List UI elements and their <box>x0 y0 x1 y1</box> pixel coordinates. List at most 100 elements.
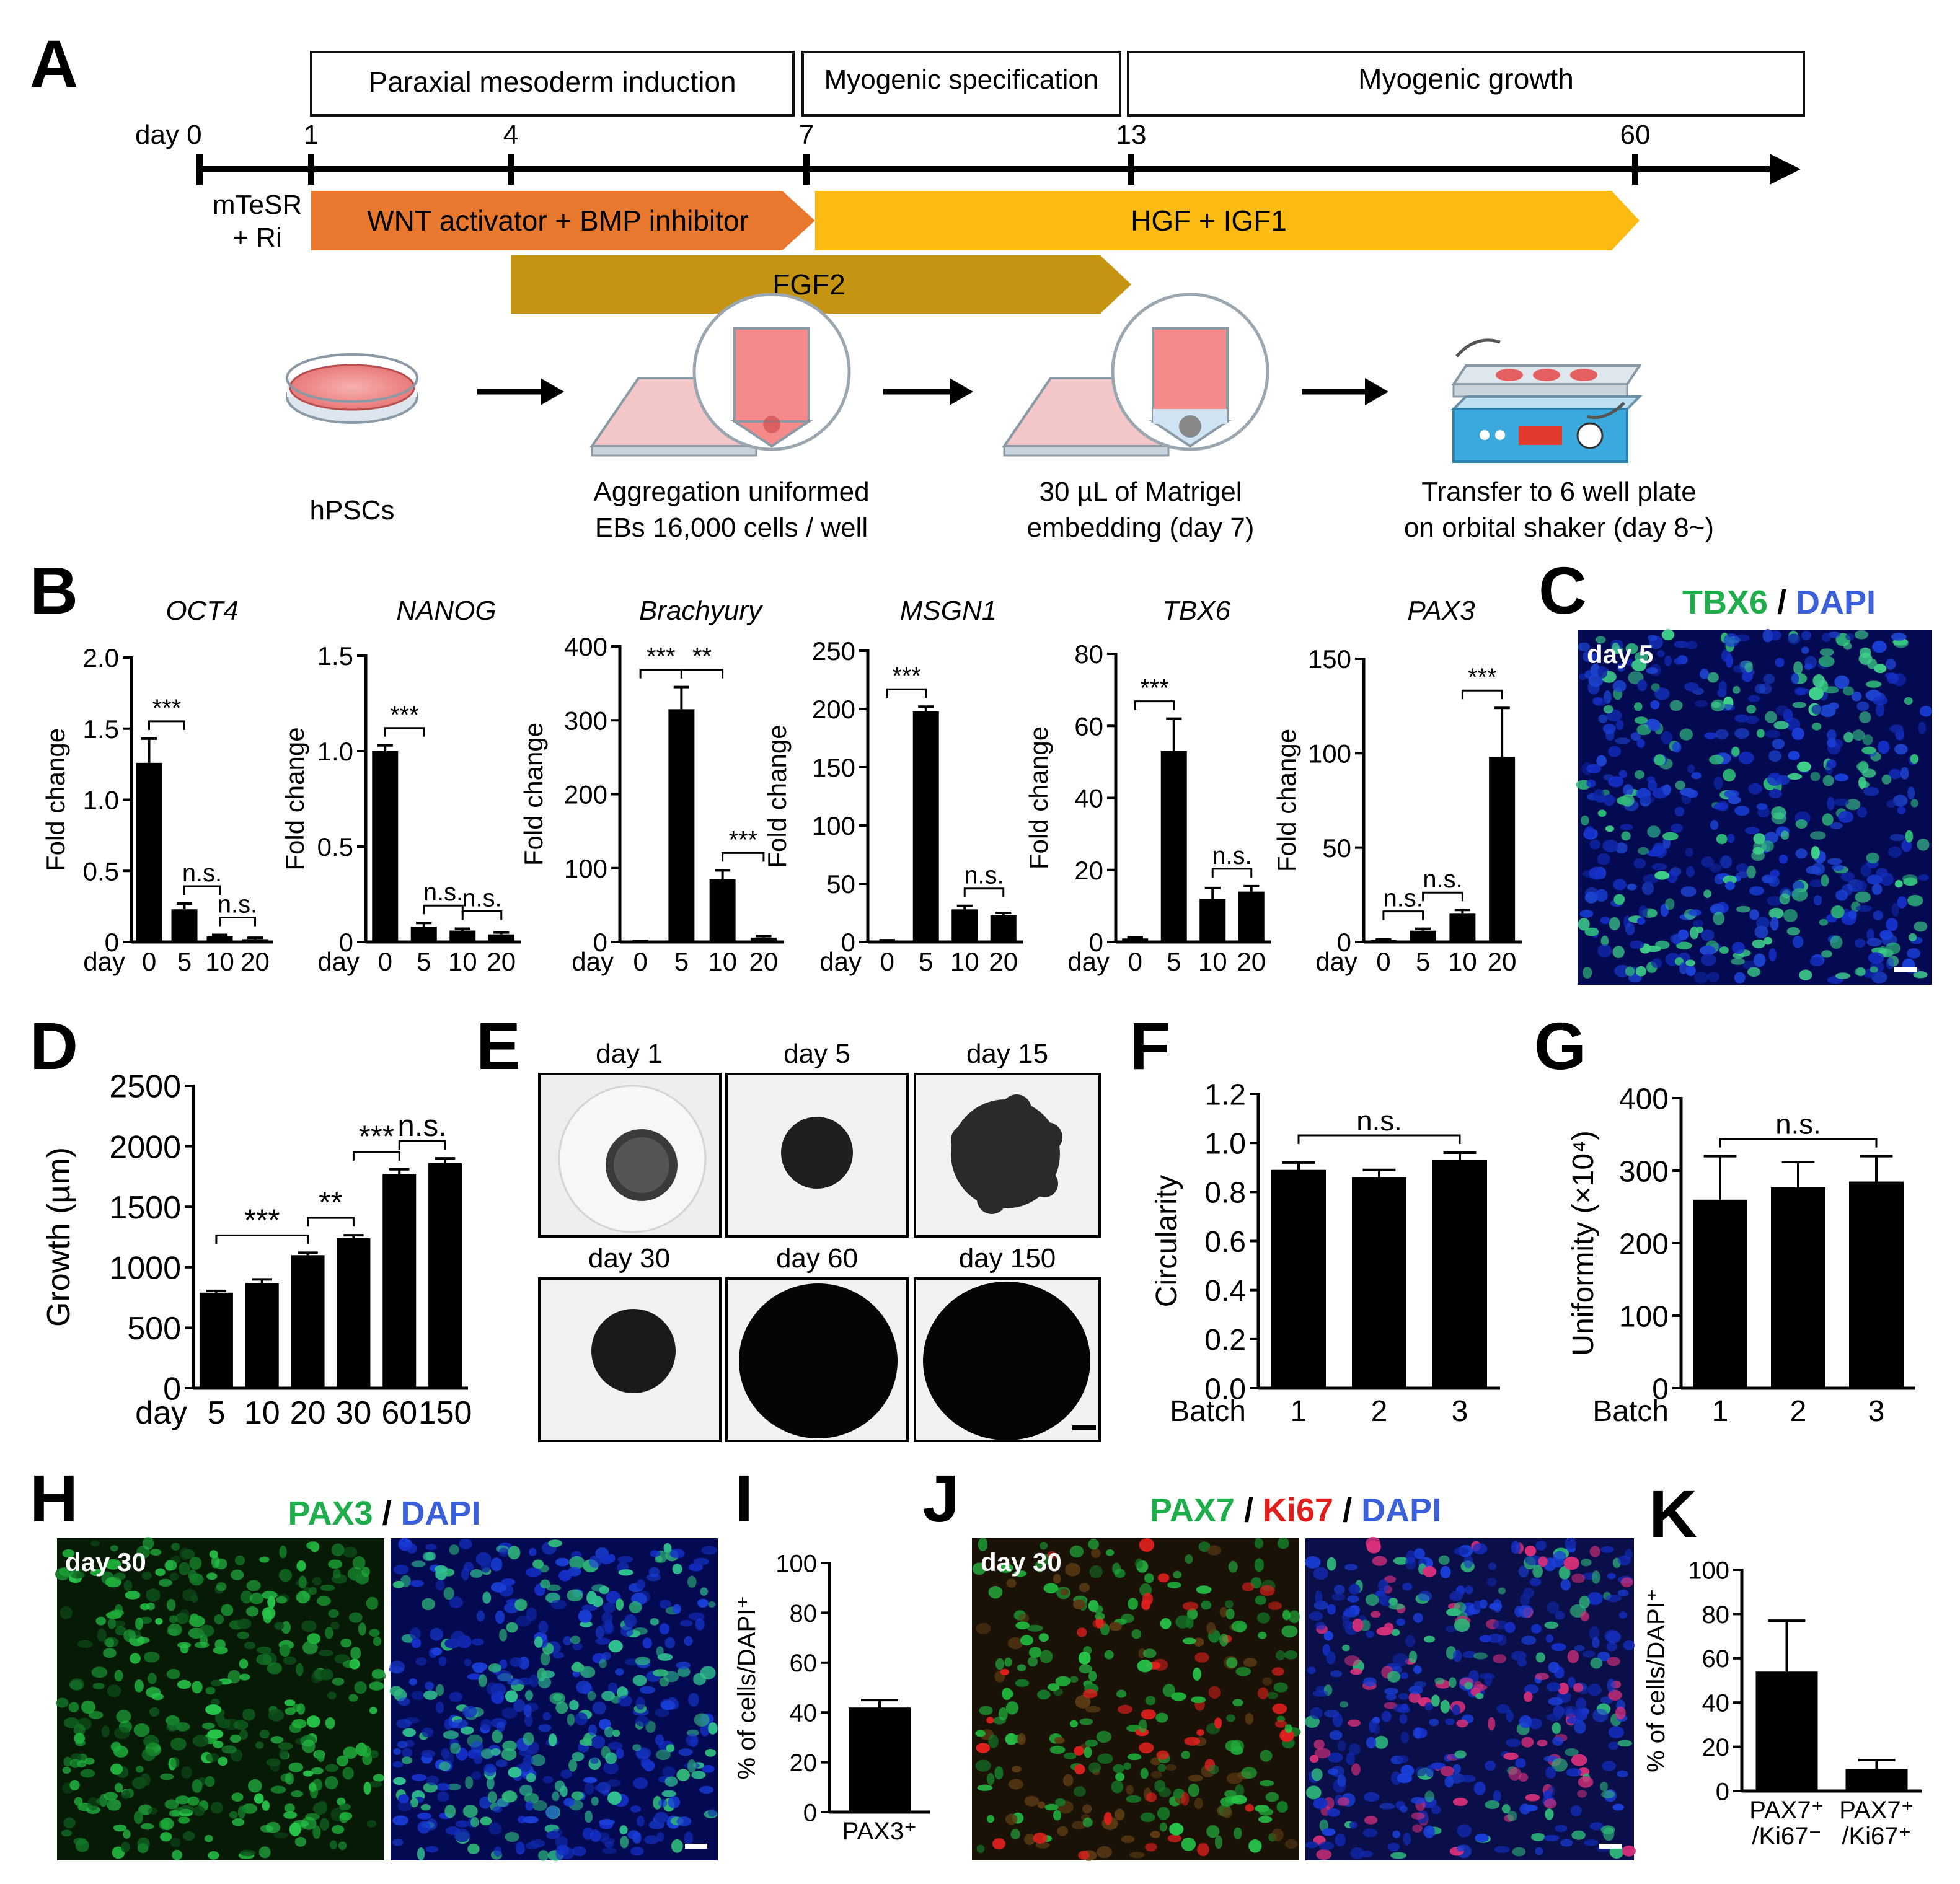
cell-nucleus <box>1567 1717 1579 1724</box>
cell-nucleus <box>1605 1595 1622 1603</box>
cell-nucleus <box>571 1791 584 1800</box>
cell-nucleus <box>301 1620 317 1632</box>
cell-nucleus <box>1707 971 1720 982</box>
cell-nucleus <box>179 1547 190 1560</box>
cell-nucleus <box>1593 788 1605 803</box>
x-axis-label: day <box>1315 947 1357 976</box>
cell-nucleus <box>1622 1845 1636 1857</box>
cell-nucleus <box>242 1709 255 1721</box>
cell-nucleus <box>1162 1684 1176 1697</box>
cell-nucleus <box>1181 1838 1196 1851</box>
cell-nucleus <box>1584 670 1594 679</box>
cell-nucleus <box>1804 663 1813 671</box>
cell-nucleus <box>1584 826 1595 839</box>
cell-nucleus <box>1141 1709 1157 1720</box>
cell-nucleus <box>1615 1706 1626 1720</box>
significance-label: *** <box>1140 675 1169 702</box>
cell-nucleus <box>1028 1647 1042 1658</box>
cell-nucleus <box>1342 1620 1353 1629</box>
y-tick-label: 0 <box>803 1799 817 1826</box>
cell-nucleus <box>1043 1583 1059 1594</box>
cell-nucleus <box>560 1769 572 1779</box>
cell-nucleus <box>210 1698 220 1706</box>
cell-nucleus <box>979 1706 993 1715</box>
panel-c-image: day 5 <box>1576 628 1933 985</box>
cell-nucleus <box>352 1556 366 1570</box>
svg-text:PAX7 / Ki67 / DAPI: PAX7 / Ki67 / DAPI <box>1150 1492 1441 1529</box>
cell-nucleus <box>1801 630 1811 640</box>
cell-nucleus <box>558 1570 572 1582</box>
cell-nucleus <box>612 1730 620 1737</box>
cell-nucleus <box>1558 1683 1569 1695</box>
cell-nucleus <box>1646 776 1655 783</box>
cell-nucleus <box>115 1782 123 1793</box>
cell-nucleus <box>330 1840 338 1850</box>
cell-nucleus <box>310 1785 319 1799</box>
cell-nucleus <box>246 1606 259 1617</box>
cell-nucleus <box>490 1748 501 1756</box>
cell-nucleus <box>492 1730 503 1743</box>
cell-nucleus <box>239 1849 256 1857</box>
cell-nucleus <box>632 1744 642 1751</box>
cell-nucleus <box>1088 1762 1101 1774</box>
cell-nucleus <box>160 1832 172 1842</box>
bar <box>242 939 268 942</box>
cell-nucleus <box>639 1686 655 1694</box>
cell-nucleus <box>1033 1833 1048 1844</box>
cell-nucleus <box>976 1622 991 1634</box>
cell-nucleus <box>461 1726 474 1735</box>
x-tick-label: 10 <box>448 947 477 976</box>
cell-nucleus <box>398 1794 409 1803</box>
cell-nucleus <box>1871 883 1883 895</box>
cell-nucleus <box>1157 1807 1170 1820</box>
cell-nucleus <box>585 1782 594 1795</box>
cell-nucleus <box>1634 702 1643 711</box>
cell-nucleus <box>1654 687 1670 700</box>
cell-nucleus <box>1169 1823 1184 1836</box>
cell-nucleus <box>530 1754 546 1766</box>
cell-nucleus <box>1656 650 1665 658</box>
x-tick-label: 3 <box>1868 1395 1885 1428</box>
y-tick-label: 40 <box>1702 1690 1730 1717</box>
x-tick-label: 3 <box>1452 1395 1468 1428</box>
cell-nucleus <box>1555 1825 1568 1833</box>
cell-nucleus <box>1612 946 1625 958</box>
fgf-arrow <box>511 255 1131 314</box>
cell-nucleus <box>1781 830 1790 840</box>
cell-nucleus <box>90 1540 100 1547</box>
cell-nucleus <box>113 1824 126 1832</box>
significance-bracket <box>148 720 185 730</box>
cell-nucleus <box>1827 858 1842 865</box>
bar <box>410 927 437 942</box>
cell-nucleus <box>1449 1677 1457 1688</box>
cell-nucleus <box>358 1622 366 1636</box>
cell-nucleus <box>1694 971 1708 984</box>
cell-nucleus <box>525 1567 542 1577</box>
cell-nucleus <box>1167 1582 1181 1589</box>
cell-nucleus <box>411 1638 422 1648</box>
cell-nucleus <box>1654 845 1667 858</box>
cell-nucleus <box>194 1642 210 1648</box>
cell-nucleus <box>1592 1709 1609 1722</box>
cell-nucleus <box>1574 1720 1586 1734</box>
cell-nucleus <box>1506 1738 1521 1748</box>
cell-nucleus <box>202 1722 215 1730</box>
bar <box>1370 940 1397 942</box>
cell-nucleus <box>1696 927 1704 933</box>
cell-nucleus <box>664 1776 678 1787</box>
x-tick-label: 0 <box>880 947 894 976</box>
cell-nucleus <box>331 1543 345 1557</box>
cell-nucleus <box>567 1714 575 1726</box>
cell-nucleus <box>407 1543 417 1554</box>
cell-nucleus <box>1524 1804 1538 1811</box>
x-tick-label: 1 <box>1291 1395 1307 1428</box>
cell-nucleus <box>81 1700 95 1714</box>
cell-nucleus <box>1524 1684 1539 1694</box>
cell-nucleus <box>1281 1625 1298 1638</box>
cell-nucleus <box>1713 776 1723 790</box>
cell-nucleus <box>1716 834 1728 845</box>
cell-nucleus <box>1222 1807 1232 1818</box>
cell-nucleus <box>1431 1805 1441 1815</box>
cell-nucleus <box>1319 1841 1335 1851</box>
